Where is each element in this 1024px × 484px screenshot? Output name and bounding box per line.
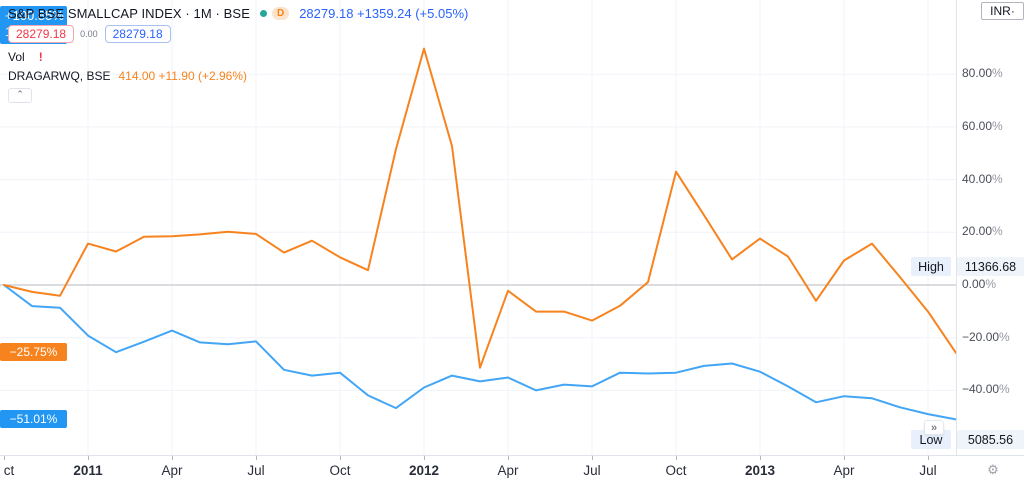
time-axis[interactable]: ct 2011 Apr Jul Oct 2012 Apr Jul Oct 2013 Apr Jul ⚙ [0, 456, 1024, 484]
chevron-up-icon: ˆ [18, 89, 22, 102]
price-scale-tick: −40.00% [962, 382, 1010, 397]
time-axis-tick-mark [676, 456, 677, 460]
time-axis-tick-mark [928, 456, 929, 460]
time-axis-label: 2013 [744, 462, 776, 478]
data-mode-badge[interactable]: D [271, 6, 290, 20]
main-series-percent: +100.85% [5, 8, 64, 23]
price-scale-tick: 40.00% [962, 171, 1003, 186]
go-to-realtime-button[interactable]: » [924, 420, 944, 435]
gear-icon[interactable]: ⚙ [987, 462, 999, 477]
time-axis-label: Apr [497, 462, 519, 478]
price-scale-tick: 20.00% [962, 224, 1003, 239]
time-axis-tick-mark [340, 456, 341, 460]
time-axis-label: Jul [583, 462, 601, 478]
time-axis-divider[interactable] [0, 455, 1024, 456]
time-axis-tick-mark [88, 456, 89, 460]
time-axis-label: ct [3, 462, 15, 478]
low-value: 5085.56 [957, 430, 1024, 449]
time-axis-tick-mark [844, 456, 845, 460]
time-axis-tick-mark [172, 456, 173, 460]
time-axis-tick-mark [256, 456, 257, 460]
price-scale-tick: 0.00% [962, 277, 997, 291]
time-axis-tick-mark [592, 456, 593, 460]
symbol-quote: 28279.18 +1359.24 (+5.05%) [299, 5, 469, 21]
price-scale-tick: 80.00% [962, 66, 1003, 81]
high-value: 11366.68 [957, 257, 1024, 276]
spread-value: 0.00 [80, 29, 98, 39]
price-scale[interactable]: 80.00% 60.00% 40.00% 20.00% 0.00% −20.00% −40.… [957, 0, 1024, 455]
time-axis-label: Apr [161, 462, 183, 478]
volume-indicator-label[interactable]: Vol [8, 49, 25, 64]
price-scale-divider[interactable] [956, 0, 957, 484]
double-chevron-right-icon: » [930, 421, 938, 434]
compare-symbol-title[interactable]: DRAGARWQ, BSE [8, 68, 111, 83]
compare-series-price-badge: −25.75% [0, 343, 67, 361]
high-label: High [911, 257, 951, 276]
main-series-last-value-badge: −51.01% [0, 410, 67, 428]
time-axis-label: Jul [919, 462, 937, 478]
time-axis-label: 2012 [408, 462, 440, 478]
time-axis-label: 2011 [73, 462, 103, 478]
price-chart-canvas[interactable] [0, 0, 956, 455]
market-status-icon [259, 9, 267, 17]
time-axis-tick-mark [4, 456, 5, 460]
time-axis-tick-mark [508, 456, 509, 460]
price-scale-tick: −20.00% [962, 329, 1010, 344]
chart-legend: S&P BSE SMALLCAP INDEX · 1M · BSE D 2827… [8, 4, 468, 103]
legend-collapse-button[interactable]: ˆ [8, 88, 32, 103]
sell-price-button[interactable]: 28279.18 [8, 25, 75, 43]
symbol-title[interactable]: S&P BSE SMALLCAP INDEX · 1M · BSE [8, 5, 250, 21]
buy-price-button[interactable]: 28279.18 [104, 25, 171, 43]
price-scale-tick: 60.00% [962, 118, 1003, 133]
time-axis-label: Oct [665, 462, 687, 478]
time-axis-tick-mark [424, 456, 425, 460]
time-axis-label: Apr [833, 462, 855, 478]
time-axis-tick-mark [760, 456, 761, 460]
compare-symbol-quote: 414.00 +11.90 (+2.96%) [118, 68, 248, 83]
time-axis-label: Oct [329, 462, 351, 478]
time-axis-label: Jul [247, 462, 265, 478]
currency-unit-button[interactable]: INR· [981, 2, 1024, 20]
volume-warning-icon[interactable]: ! [38, 49, 43, 64]
